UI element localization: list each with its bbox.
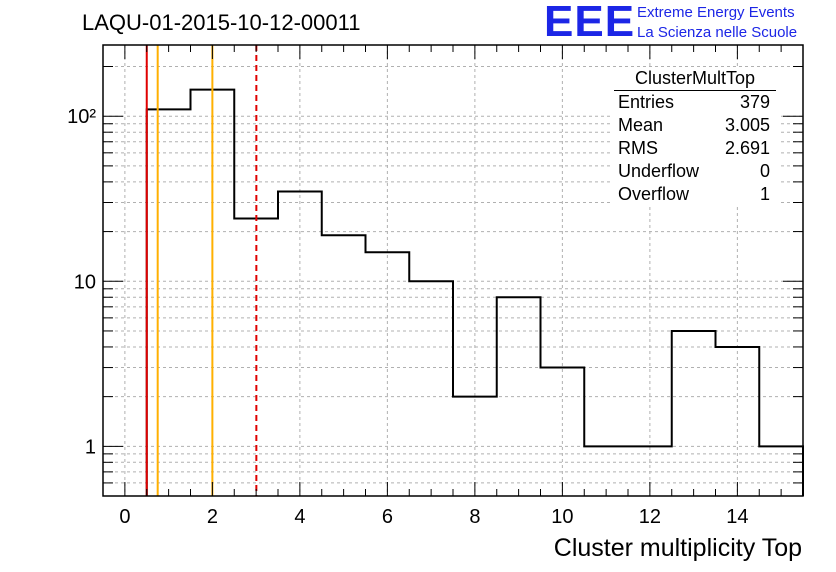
stats-value: 1 — [759, 184, 770, 204]
logo-subtitle-line2: La Scienza nelle Scuole — [637, 24, 798, 41]
y-tick-label: 1 — [85, 436, 96, 458]
y-tick-label: 10² — [67, 106, 96, 128]
stats-key: Overflow — [618, 184, 690, 204]
stats-row-entries: Entries 379 — [618, 92, 770, 114]
logo-subtitle-line1: Extreme Energy Events — [637, 4, 795, 21]
stats-value: 0 — [759, 161, 770, 181]
x-tick-label: 10 — [551, 506, 573, 528]
stats-key: Entries — [618, 92, 675, 112]
x-tick-label: 14 — [726, 506, 748, 528]
x-tick-label: 12 — [639, 506, 661, 528]
eee-logo: EEE Extreme Energy Events La Scienza nel… — [540, 0, 830, 46]
stats-key: Mean — [618, 115, 664, 135]
eee-logo-mark: EEE — [544, 0, 636, 46]
x-axis-title: Cluster multiplicity Top — [553, 534, 802, 562]
x-tick-label: 8 — [469, 506, 480, 528]
stats-key: Underflow — [618, 161, 700, 181]
stats-title: ClusterMultTop — [634, 68, 756, 88]
x-tick-label: 6 — [382, 506, 393, 528]
stats-value: 379 — [739, 92, 770, 112]
plot-title: LAQU-01-2015-10-12-00011 — [82, 10, 361, 35]
x-tick-label: 4 — [294, 506, 305, 528]
stats-separator — [614, 90, 776, 91]
stats-box: ClusterMultTop Entries 379 Mean 3.005 RM… — [610, 68, 780, 206]
stats-key: RMS — [618, 138, 658, 158]
x-tick-label: 2 — [207, 506, 218, 528]
x-tick-label: 0 — [119, 506, 130, 528]
histogram-series — [145, 88, 804, 496]
stats-row-underflow: Underflow 0 — [618, 161, 770, 183]
stats-row-mean: Mean 3.005 — [618, 115, 770, 137]
stats-row-rms: RMS 2.691 — [618, 138, 770, 160]
stats-row-overflow: Overflow 1 — [618, 184, 770, 206]
stats-value: 3.005 — [724, 115, 770, 135]
stats-value: 2.691 — [724, 138, 770, 158]
y-tick-label: 10 — [74, 271, 96, 293]
